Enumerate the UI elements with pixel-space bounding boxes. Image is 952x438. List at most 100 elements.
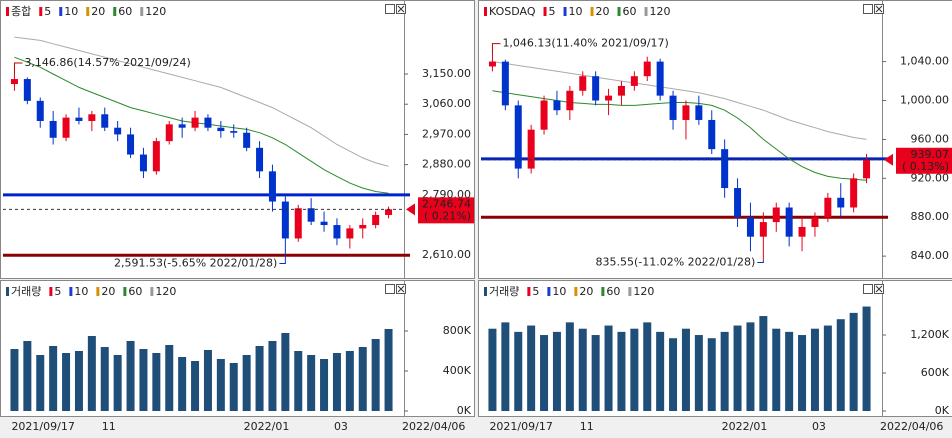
close-icon <box>397 5 405 13</box>
candle-body <box>88 114 96 121</box>
candle-body <box>488 61 496 67</box>
candle-body <box>746 217 754 237</box>
min-pointer <box>279 261 286 264</box>
candle-body <box>669 95 677 120</box>
candle-body <box>824 197 832 218</box>
legend-swatch <box>628 287 632 296</box>
volume-bar <box>126 341 135 411</box>
y-tick-label: 600K <box>921 366 950 379</box>
volume-bar <box>345 351 354 411</box>
maximize-button[interactable] <box>863 284 873 294</box>
legend-swatch <box>590 7 594 16</box>
volume-bar <box>358 347 367 411</box>
legend-label: 거래량 <box>11 285 41 298</box>
volume-bar <box>229 363 238 411</box>
candle-body <box>656 61 664 96</box>
volume-bar <box>152 353 161 411</box>
legend-label: 거래량 <box>489 285 519 298</box>
volume-bar <box>294 351 303 411</box>
x-tick-label: 03 <box>812 420 826 433</box>
legend-label: 60 <box>623 5 637 18</box>
candle-body <box>243 132 251 148</box>
legend-label: 5 <box>44 5 51 18</box>
volume-bar <box>707 338 716 411</box>
candle-body <box>785 207 793 237</box>
volume-bar <box>733 325 742 411</box>
legend-label: 60 <box>606 285 620 298</box>
legend-swatch <box>49 287 53 296</box>
maximize-button[interactable] <box>385 4 395 14</box>
legend-swatch <box>140 7 144 16</box>
candle-body <box>630 76 638 86</box>
candle-body <box>217 127 225 132</box>
volume-bar <box>100 347 109 411</box>
candle-body <box>281 201 289 239</box>
legend-swatch <box>601 287 605 296</box>
legend-label: 120 <box>155 285 176 298</box>
candle-body <box>734 188 742 218</box>
candle-body <box>372 214 380 226</box>
x-tick-label: 2021/09/17 <box>11 420 74 433</box>
candle-body <box>10 79 18 85</box>
legend-label: 60 <box>128 285 142 298</box>
candle-body <box>230 131 238 133</box>
legend-label: 120 <box>633 285 654 298</box>
volume-bar <box>694 335 703 411</box>
candle-body <box>553 100 561 111</box>
volume-bar <box>823 325 832 411</box>
volume-bar <box>849 312 858 411</box>
last-price-label: 2,746.74 <box>422 197 471 210</box>
x-tick-label: 2022/01 <box>722 420 768 433</box>
volume-bar <box>307 355 316 411</box>
legend-label: 10 <box>64 5 78 18</box>
volume-bar <box>772 328 781 411</box>
volume-bar <box>540 335 549 411</box>
legend-label: 5 <box>532 285 539 298</box>
legend-swatch <box>547 287 551 296</box>
maximize-button[interactable] <box>385 284 395 294</box>
volume-bar <box>255 346 264 411</box>
x-tick-label: 11 <box>102 420 116 433</box>
candle-body <box>695 105 703 120</box>
x-tick-label: 2022/01 <box>244 420 290 433</box>
legend-swatch <box>113 7 117 16</box>
candle-body <box>566 90 574 111</box>
volume-bar <box>578 328 587 411</box>
candle-body <box>346 228 354 239</box>
candle-body <box>307 208 315 222</box>
volume-bar <box>113 355 122 411</box>
legend-swatch <box>527 287 531 296</box>
y-tick-label: 960.00 <box>911 132 950 145</box>
legend-swatch <box>39 7 43 16</box>
min-label: 2,591.53(-5.65% 2022/01/28) <box>114 256 277 269</box>
volume-bar <box>191 361 200 411</box>
candle-body <box>579 76 587 91</box>
candle-body <box>333 225 341 239</box>
candle-body <box>527 129 535 169</box>
candle-body <box>592 76 600 101</box>
maximize-button[interactable] <box>863 4 873 14</box>
legend-label: 20 <box>101 285 115 298</box>
volume-bar <box>810 328 819 411</box>
legend-swatch <box>484 7 487 16</box>
x-tick-label: 11 <box>580 420 594 433</box>
legend-swatch <box>86 7 90 16</box>
y-tick-label: 0K <box>457 404 472 417</box>
candle-body <box>617 85 625 96</box>
last-price-box <box>896 147 952 174</box>
volume-bar <box>785 331 794 411</box>
volume-bar <box>643 322 652 411</box>
legend-label: 10 <box>74 285 88 298</box>
candle-body <box>191 117 199 128</box>
legend-label: 60 <box>118 5 132 18</box>
candle-body <box>127 134 135 155</box>
volume-bar <box>514 331 523 411</box>
volume-bar <box>591 335 600 411</box>
volume-bar <box>216 359 225 411</box>
legend-swatch <box>150 287 154 296</box>
legend-label: 10 <box>552 285 566 298</box>
y-tick-label: 1,040.00 <box>900 55 949 68</box>
legend-swatch <box>6 7 9 16</box>
volume-bar <box>681 328 690 411</box>
